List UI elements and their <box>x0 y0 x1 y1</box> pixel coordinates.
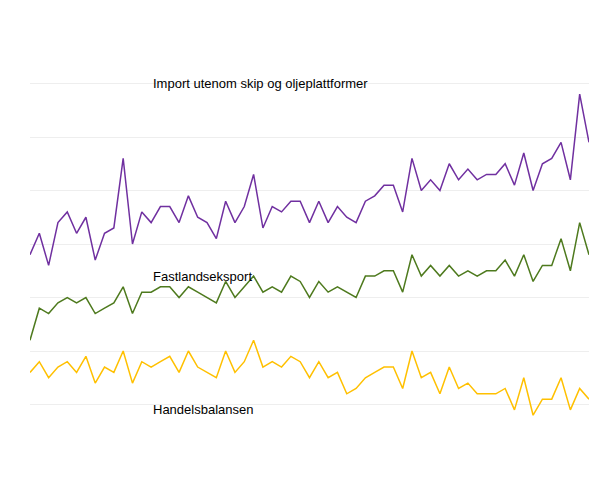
svg-text:Handelsbalansen: Handelsbalansen <box>153 402 253 417</box>
svg-text:Import utenom skip og oljeplat: Import utenom skip og oljeplattformer <box>153 76 368 91</box>
svg-text:Fastlandseksport: Fastlandseksport <box>153 269 252 284</box>
